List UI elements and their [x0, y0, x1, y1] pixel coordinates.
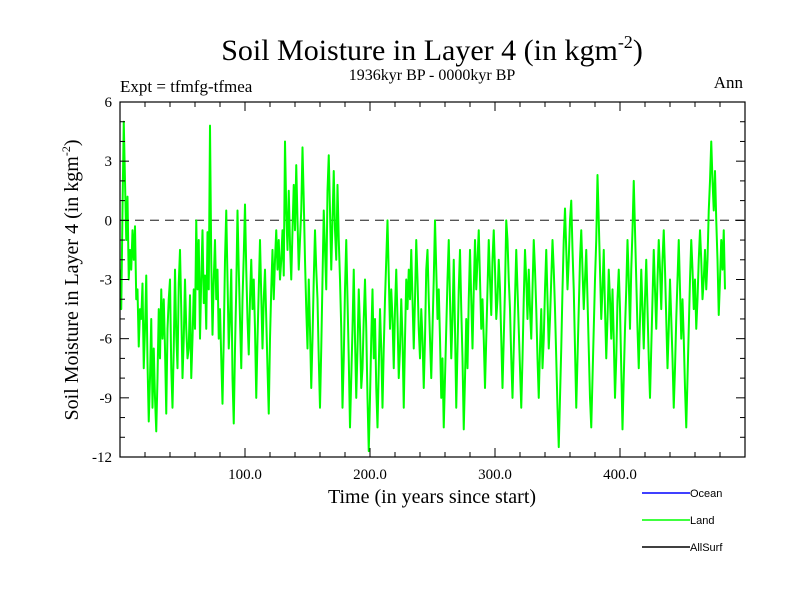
- x-axis-label: Time (in years since start): [328, 486, 536, 508]
- y-tick-label: -12: [92, 450, 112, 466]
- plot-area: 100.0 200.0 300.0 400.0 6 3 0 -3 -6 -9 -12: [92, 95, 746, 483]
- legend-label-allsurf: AllSurf: [690, 542, 723, 554]
- y-tick-label: -6: [100, 332, 113, 348]
- legend: Ocean Land AllSurf: [642, 488, 723, 554]
- ticks-layer: 100.0 200.0 300.0 400.0 6 3 0 -3 -6 -9 -12: [92, 95, 745, 483]
- legend-label-land: Land: [690, 515, 714, 527]
- series-layer: [120, 120, 726, 453]
- x-tick-label: 400.0: [603, 467, 637, 483]
- x-tick-label: 200.0: [353, 467, 387, 483]
- x-tick-label: 300.0: [478, 467, 512, 483]
- series-line-land: [120, 120, 726, 453]
- period-label: Ann: [714, 73, 744, 92]
- y-tick-label: 6: [105, 95, 113, 111]
- chart-title: Soil Moisture in Layer 4 (in kgm-2): [221, 32, 643, 67]
- y-tick-label: -3: [100, 273, 113, 289]
- y-axis-label: Soil Moisture in Layer 4 (in kgm-2): [59, 139, 83, 420]
- expt-label: Expt = tfmfg-tfmea: [120, 77, 253, 96]
- y-tick-label: 3: [105, 154, 113, 170]
- y-tick-label: -9: [100, 391, 113, 407]
- legend-label-ocean: Ocean: [690, 488, 722, 500]
- chart-subtitle: 1936kyr BP - 0000kyr BP: [349, 67, 516, 84]
- x-tick-label: 100.0: [228, 467, 262, 483]
- y-tick-label: 0: [105, 213, 113, 229]
